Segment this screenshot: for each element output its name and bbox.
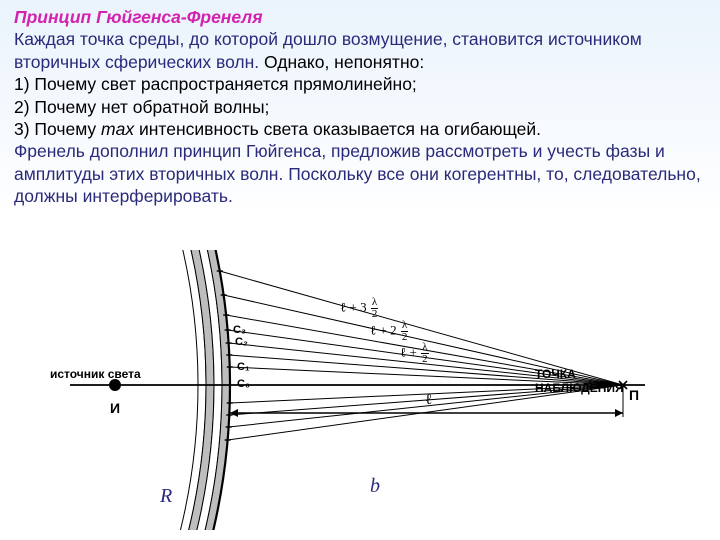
label-ell-3: ℓ + 3 λ2: [340, 297, 378, 320]
label-r: R: [160, 485, 172, 508]
text-block: Принцип Гюйгенса-Френеля Каждая точка ср…: [14, 6, 706, 208]
however-text: Однако, непонятно:: [259, 52, 424, 72]
label-ell-1: ℓ + λ2: [400, 342, 429, 365]
fresnel-zones-diagram: источник света И ТОЧКА НАБЛЮДЕНИЯ П С₀ С…: [70, 250, 650, 530]
slide: Принцип Гюйгенса-Френеля Каждая точка ср…: [0, 0, 720, 540]
observation-letter: П: [629, 387, 639, 403]
title: Принцип Гюйгенса-Френеля: [14, 7, 263, 27]
problem-3-max: max: [101, 119, 134, 139]
label-c1: С₁: [237, 361, 250, 373]
problem-1: 1) Почему свет распространяется прямолин…: [14, 74, 417, 94]
label-ell-2: ℓ + 2 λ2: [370, 320, 408, 343]
problem-3a: 3) Почему: [14, 119, 101, 139]
label-c0: С₀: [237, 378, 250, 390]
source-letter: И: [110, 400, 120, 416]
fresnel-text: Френель дополнил принцип Гюйгенса, предл…: [14, 141, 701, 206]
label-c3: С₃: [233, 324, 246, 336]
problem-2: 2) Почему нет обратной волны;: [14, 97, 269, 117]
source-label: источник света: [50, 367, 141, 381]
label-c2: С₂: [235, 336, 248, 348]
problem-3b: интенсивность света оказывается на огиба…: [134, 119, 541, 139]
label-ell-axis: ℓ: [425, 392, 432, 409]
label-b: b: [370, 475, 380, 498]
